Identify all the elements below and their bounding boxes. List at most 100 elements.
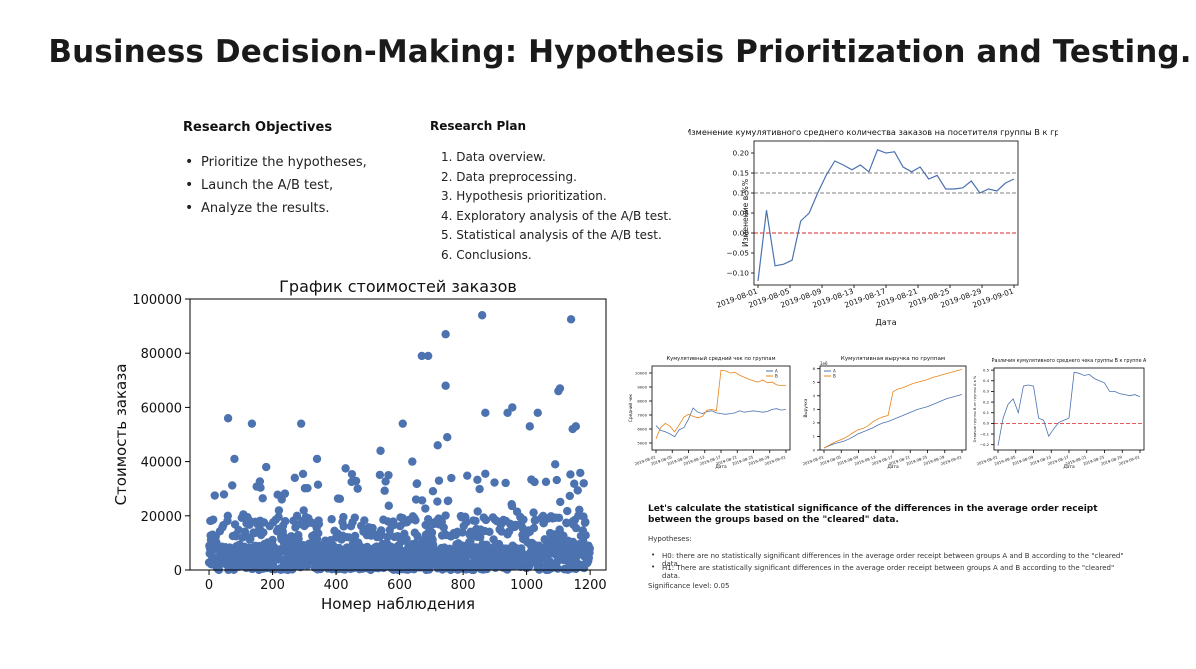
series-line-A — [823, 394, 963, 449]
scatter-point — [290, 473, 299, 483]
scatter-point — [247, 419, 257, 428]
x-axis-label: Дата — [1063, 464, 1075, 470]
y-tick-label: 5000 — [637, 440, 647, 445]
legend-label: B — [775, 374, 778, 379]
scatter-point — [556, 497, 565, 507]
scatter-point — [347, 469, 357, 479]
scatter-point — [535, 561, 545, 570]
scatter-point — [503, 408, 512, 418]
scatter-point — [533, 408, 542, 418]
scatter-point — [433, 441, 442, 450]
chart-title: График стоимостей заказов — [279, 277, 517, 296]
scatter-point — [228, 481, 237, 490]
hypotheses-list: H0: there are no statistically significa… — [648, 551, 1128, 580]
scatter-point — [441, 381, 450, 390]
objective-item: Launch the A/B test, — [183, 177, 367, 201]
research-plan: Research Plan 1. Data overview. 2. Data … — [430, 119, 672, 268]
scatter-point — [519, 515, 528, 524]
scatter-point — [299, 506, 308, 515]
scatter-point — [351, 476, 361, 486]
scatter-point — [313, 480, 323, 489]
scatter-point — [417, 496, 427, 505]
y-tick-label: 20000 — [141, 510, 182, 525]
scatter-point — [485, 527, 494, 537]
x-tick-label: 800 — [451, 578, 476, 593]
plan-item: 5. Statistical analysis of the A/B test. — [441, 228, 662, 243]
x-axis-label: Дата — [887, 464, 899, 470]
hypotheses-label: Hypotheses: — [648, 535, 692, 543]
scatter-point — [375, 470, 385, 480]
legend-label: A — [775, 369, 778, 374]
scatter-point — [384, 470, 393, 480]
chart-title: Изменение кумулятивного среднего количес… — [688, 127, 1058, 137]
x-axis-label: Дата — [715, 464, 727, 470]
scatter-point — [458, 541, 467, 550]
y-tick-label: −0.05 — [726, 248, 749, 257]
scatter-point — [298, 469, 308, 479]
objectives-list: Prioritize the hypotheses, Launch the A/… — [183, 154, 367, 224]
scatter-point — [312, 454, 322, 464]
y-tick-label: 0.3 — [983, 389, 990, 394]
chart-title: Различия кумулятивного среднего чека гру… — [992, 358, 1147, 364]
scatter-point — [553, 564, 562, 573]
objective-item: Analyze the results. — [183, 200, 367, 224]
avg-check-chart: Кумулятивный средний чек по группам 5000 6… — [628, 355, 791, 470]
series-line-A — [655, 407, 787, 438]
scatter-point — [541, 477, 551, 487]
scatter-point — [565, 491, 574, 501]
research-objectives: Research Objectives Prioritize the hypot… — [183, 120, 367, 224]
scatter-point — [296, 419, 306, 428]
y-tick-label: 0.05 — [733, 208, 750, 217]
scatter-point — [576, 468, 585, 478]
order-value-scatter-chart: График стоимостей заказов 0 200 400 600 800 10… — [112, 277, 607, 613]
scatter-point — [529, 508, 538, 517]
y-tick-label: −0.10 — [726, 268, 749, 277]
scatter-point — [219, 490, 229, 499]
y-tick-label: 0.15 — [733, 168, 750, 177]
y-axis-label: Средний чек — [628, 393, 633, 422]
x-tick-label: 1000 — [510, 578, 543, 593]
y-tick-label: 8000 — [637, 398, 647, 403]
y-tick-label: 4 — [813, 393, 816, 398]
plot-frame — [819, 365, 967, 451]
scatter-point — [501, 478, 510, 488]
research-objectives-heading: Research Objectives — [183, 120, 333, 135]
scatter-point — [443, 496, 453, 505]
legend-label: A — [833, 369, 836, 374]
scatter-point — [507, 501, 517, 511]
scatter-point — [411, 516, 420, 525]
x-tick-label: 200 — [260, 578, 285, 593]
scatter-point — [274, 506, 284, 515]
scatter-point — [530, 477, 539, 487]
scatter-point — [441, 511, 450, 520]
y-tick-label: 60000 — [141, 401, 182, 416]
y-tick-label: 40000 — [141, 456, 182, 471]
plan-list: 1. Data overview. 2. Data preprocessing.… — [441, 150, 672, 268]
x-tick-label: 0 — [205, 578, 213, 593]
x-axis-label: Номер наблюдения — [321, 595, 475, 613]
scatter-point — [339, 522, 348, 531]
scatter-point — [458, 528, 467, 537]
scatter-point — [360, 516, 369, 525]
scatter-point — [259, 528, 268, 537]
scatter-point — [335, 494, 345, 504]
plot-frame — [651, 365, 791, 451]
scatter-point — [408, 457, 417, 466]
scatter-point — [441, 330, 450, 339]
series-line-B — [823, 369, 963, 449]
plan-item: 1. Data overview. — [441, 150, 546, 164]
y-tick-label: 0.5 — [983, 367, 990, 372]
scatter-point — [402, 534, 411, 544]
scatter-point — [473, 507, 482, 516]
scatter-point — [476, 533, 485, 542]
scatter-point — [350, 513, 360, 522]
plan-item: 4. Exploratory analysis of the A/B test. — [441, 208, 672, 223]
scatter-point — [327, 515, 336, 524]
scatter-point — [230, 454, 239, 464]
scatter-point — [570, 479, 579, 488]
x-tick-label: 1200 — [574, 578, 607, 593]
scatter-point — [350, 531, 360, 541]
y-tick-label: 7000 — [637, 412, 647, 417]
series-line-main — [757, 149, 1015, 282]
scatter-point — [566, 315, 576, 324]
